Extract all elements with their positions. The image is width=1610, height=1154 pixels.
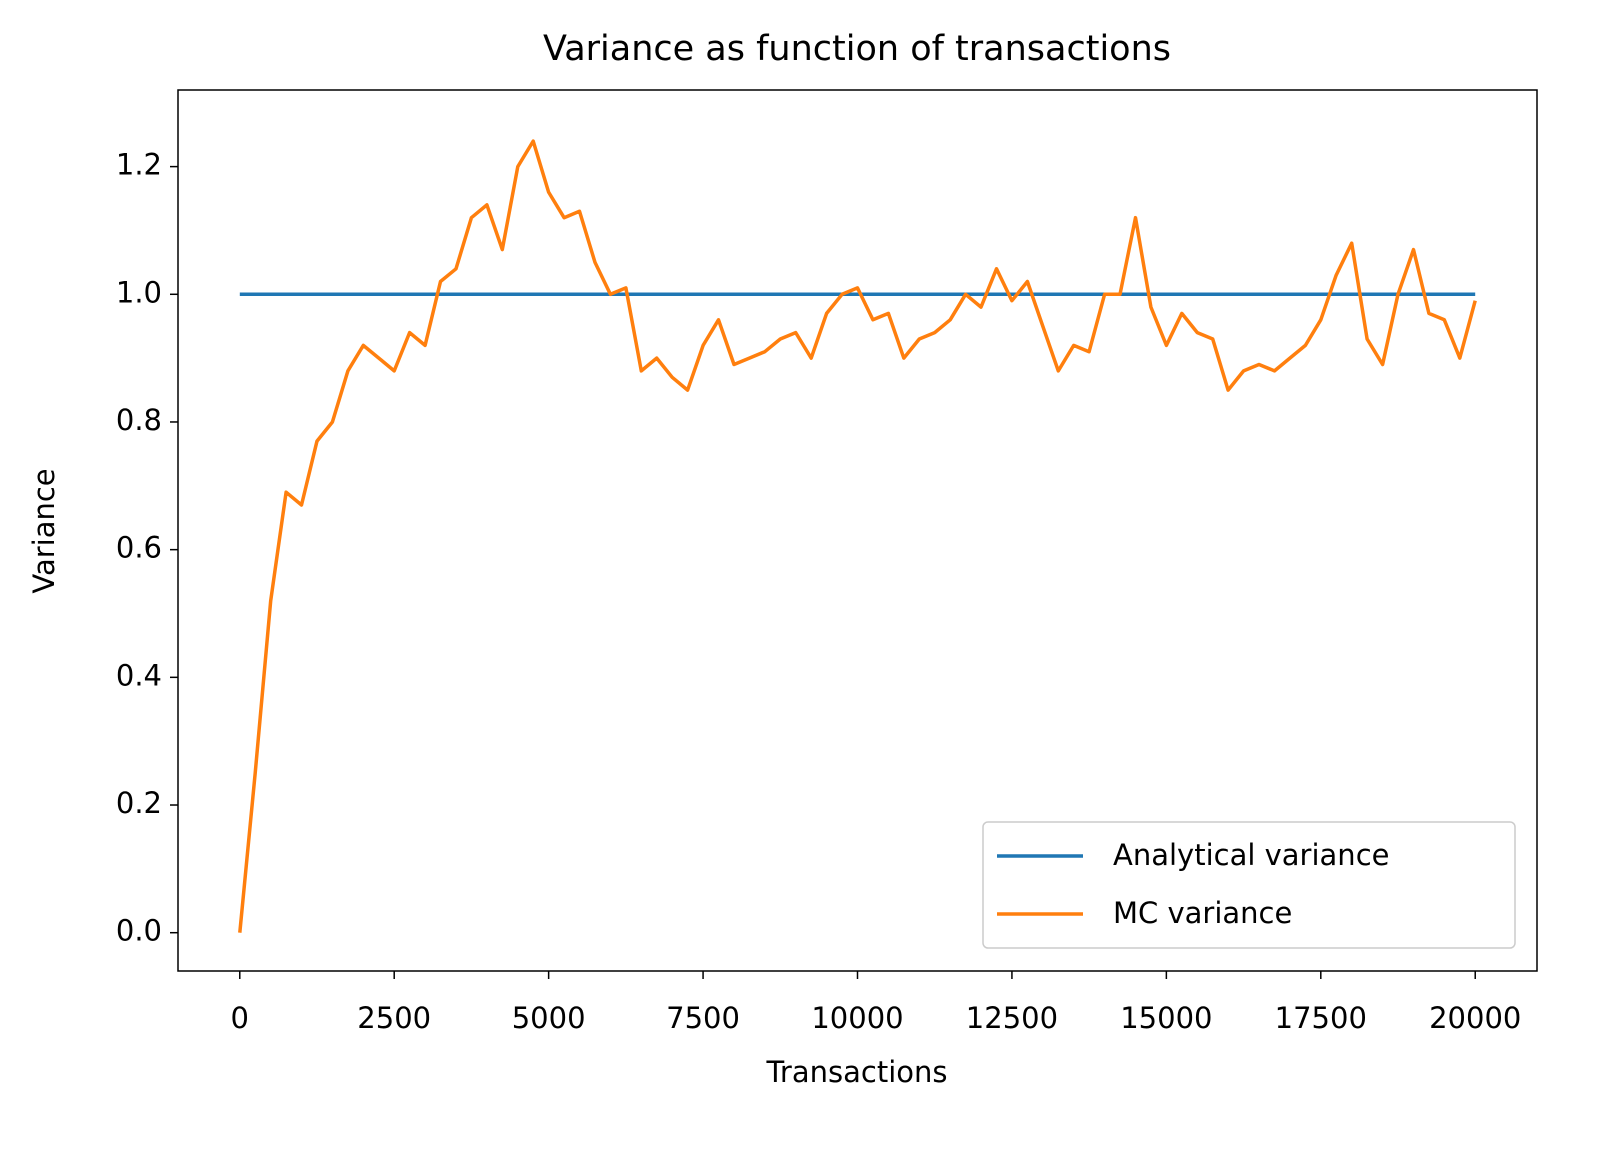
x-tick-label: 5000 — [512, 1001, 586, 1035]
legend-box — [982, 821, 1516, 949]
x-tick-label: 10000 — [811, 1001, 903, 1035]
x-tick-label: 2500 — [357, 1001, 431, 1035]
y-tick-label: 1.0 — [116, 275, 162, 309]
x-tick-label: 17500 — [1275, 1001, 1367, 1035]
legend-label: MC variance — [1113, 896, 1292, 930]
x-axis-label: Transactions — [765, 1055, 947, 1089]
y-tick-label: 0.0 — [116, 914, 162, 948]
x-tick-label: 0 — [231, 1001, 249, 1035]
y-tick-label: 0.2 — [116, 786, 162, 820]
legend: Analytical variance MC variance — [982, 821, 1516, 949]
x-tick-label: 15000 — [1120, 1001, 1212, 1035]
y-tick-label: 0.6 — [116, 531, 162, 565]
x-tick-label: 12500 — [966, 1001, 1058, 1035]
chart-title: Variance as function of transactions — [543, 29, 1171, 69]
x-tick-label: 7500 — [666, 1001, 740, 1035]
x-tick-label: 20000 — [1429, 1001, 1521, 1035]
y-tick-label: 0.8 — [116, 403, 162, 437]
y-tick-label: 1.2 — [116, 148, 162, 182]
y-axis-label: Variance — [27, 468, 61, 593]
series-line — [238, 139, 1477, 933]
legend-label: Analytical variance — [1113, 838, 1389, 872]
y-tick-label: 0.4 — [116, 658, 162, 692]
plot-frame — [177, 89, 1538, 972]
